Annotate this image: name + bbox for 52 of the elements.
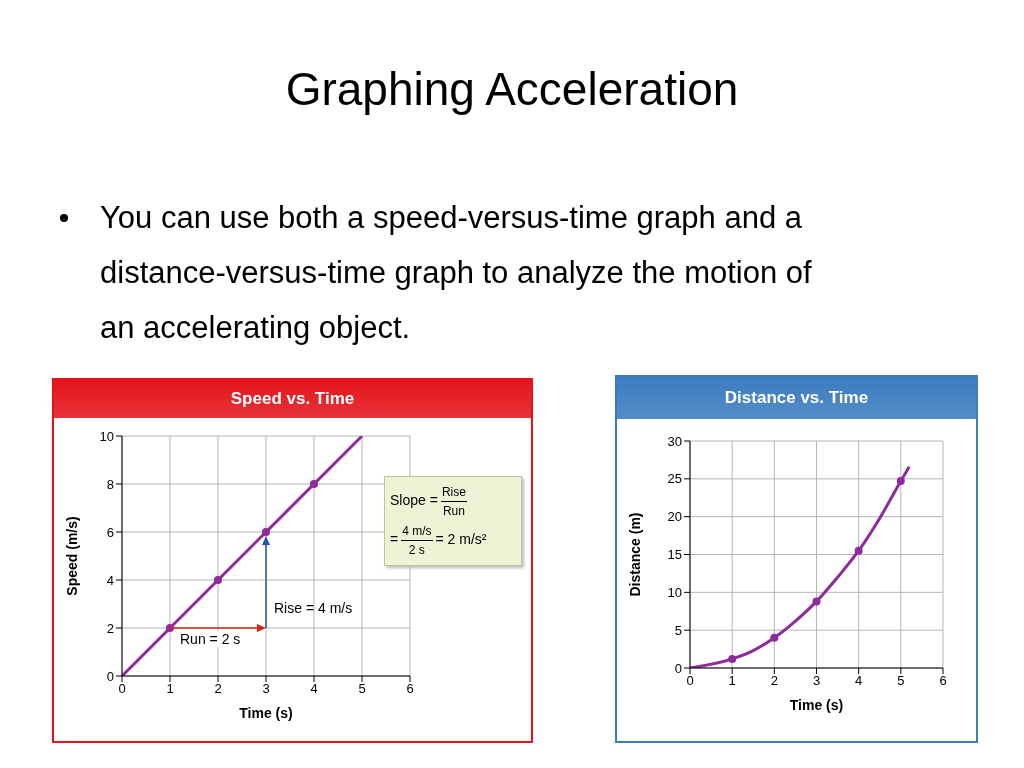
point <box>770 633 779 642</box>
x-tick-label: 0 <box>118 681 126 697</box>
y-axis-title: Distance (m) <box>626 512 643 597</box>
annotation: = <box>390 531 399 548</box>
text: = 2 m/s² <box>435 531 487 548</box>
point <box>214 576 222 584</box>
y-tick-label: 4 <box>106 572 114 588</box>
x-axis-title: Time (s) <box>789 697 844 713</box>
point <box>262 528 270 536</box>
x-tick-label: 6 <box>406 681 414 697</box>
x-tick-label: 4 <box>310 681 318 697</box>
y-tick-label: 5 <box>674 622 682 638</box>
x-tick-label: 6 <box>939 673 947 689</box>
chart-title: Distance vs. Time <box>617 377 976 419</box>
x-tick-label: 0 <box>686 673 694 689</box>
y-tick-label: 25 <box>667 471 682 487</box>
x-tick-label: 4 <box>855 673 863 689</box>
annotation: 2 s <box>408 542 425 559</box>
text: Graphing Acceleration <box>284 62 740 116</box>
x-tick-label: 2 <box>770 673 778 689</box>
annotation: 4 m/s <box>401 522 433 541</box>
text: You can use both a speed-versus-time graph and a distance-versus-time graph to analyze the motion of an accelerating object. <box>100 199 813 347</box>
text: Rise <box>440 483 467 502</box>
point <box>728 654 737 663</box>
point <box>896 477 905 486</box>
y-tick-label: 10 <box>99 428 114 444</box>
y-tick-label: 30 <box>667 433 682 449</box>
x-tick-label: 3 <box>812 673 821 689</box>
annotation: Slope = <box>390 492 438 509</box>
x-tick-label: 1 <box>166 681 174 697</box>
point <box>310 480 318 488</box>
y-axis-title: Speed (m/s) <box>63 516 80 596</box>
y-tick-label: 0 <box>674 660 682 676</box>
y-tick-label: 20 <box>667 509 682 525</box>
y-tick-label: 8 <box>106 476 114 492</box>
annotation: Rise = 4 m/s <box>274 600 353 616</box>
line-series <box>690 465 911 668</box>
text: Run <box>442 503 465 520</box>
y-tick-label: 6 <box>106 524 114 540</box>
x-tick-label: 3 <box>262 681 270 697</box>
y-tick-label: 2 <box>106 620 114 636</box>
chart-title: Speed vs. Time <box>54 380 531 418</box>
x-tick-label: 5 <box>897 673 905 689</box>
point <box>854 546 863 555</box>
x-tick-label: 1 <box>728 673 736 689</box>
x-tick-label: 2 <box>214 681 222 697</box>
annotation: Run = 2 s <box>178 631 243 647</box>
x-axis-title: Time (s) <box>239 705 293 721</box>
point <box>812 597 821 606</box>
y-tick-label: 10 <box>667 584 682 600</box>
y-tick-label: 15 <box>667 547 682 563</box>
x-tick-label: 5 <box>358 681 366 697</box>
